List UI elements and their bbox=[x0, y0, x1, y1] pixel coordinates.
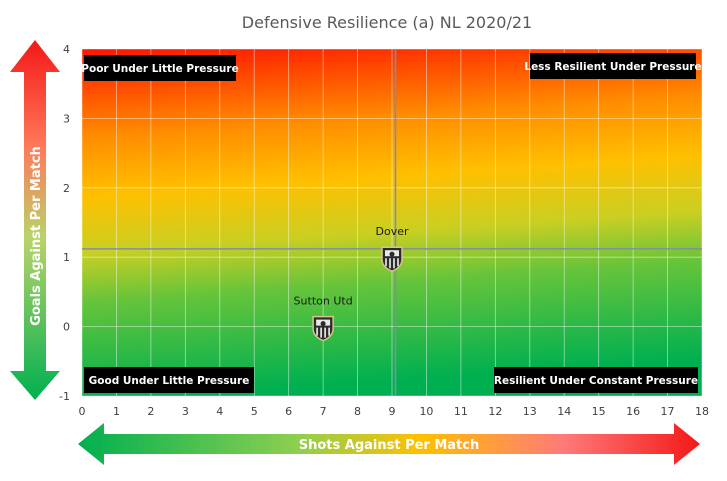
club-crest-icon bbox=[381, 246, 403, 273]
quadrant-top-right-box bbox=[530, 53, 696, 79]
x-tick-label: 11 bbox=[454, 405, 468, 418]
quadrant-top-left-box bbox=[84, 55, 236, 81]
quadrant-bottom-right: Resilient Under Constant Pressure bbox=[494, 367, 698, 393]
point-label: Dover bbox=[376, 225, 409, 238]
x-tick-label: 6 bbox=[285, 405, 292, 418]
quadrant-top-right: Less Resilient Under Pressure bbox=[524, 53, 702, 79]
x-tick-label: 4 bbox=[216, 405, 223, 418]
quadrant-top-left: Poor Under Little Pressure bbox=[81, 55, 239, 81]
x-axis-arrow: Shots Against Per Match bbox=[78, 423, 700, 465]
quadrant-labels: Poor Under Little Pressure Less Resilient… bbox=[81, 53, 702, 393]
y-tick-label: 0 bbox=[63, 321, 70, 334]
x-axis-label: Shots Against Per Match bbox=[299, 438, 480, 453]
data-point: Sutton Utd bbox=[294, 295, 353, 342]
x-tick-label: 16 bbox=[626, 405, 640, 418]
point-label: Sutton Utd bbox=[294, 295, 353, 308]
quadrant-bottom-right-box bbox=[494, 367, 698, 393]
y-tick-label: 3 bbox=[63, 112, 70, 125]
crest-stripes bbox=[385, 258, 399, 269]
x-tick-label: 10 bbox=[419, 405, 433, 418]
x-tick-label: 9 bbox=[389, 405, 396, 418]
x-tick-label: 2 bbox=[147, 405, 154, 418]
quadrant-top-left-text: Poor Under Little Pressure bbox=[81, 63, 238, 75]
x-tick-label: 18 bbox=[695, 405, 709, 418]
crest-emblem bbox=[389, 251, 395, 257]
x-tick-label: 12 bbox=[488, 405, 502, 418]
y-axis-label: Goals Against Per Match bbox=[29, 146, 44, 326]
y-tick-label: 4 bbox=[63, 43, 70, 56]
points: Dover Sutton Utd bbox=[294, 225, 409, 342]
x-tick-label: 13 bbox=[523, 405, 537, 418]
x-tick-label: 0 bbox=[79, 405, 86, 418]
x-tick-label: 8 bbox=[354, 405, 361, 418]
crest-emblem bbox=[320, 321, 326, 327]
x-tick-label: 1 bbox=[113, 405, 120, 418]
data-point: Dover bbox=[376, 225, 409, 273]
x-tick-label: 17 bbox=[661, 405, 675, 418]
y-axis-arrow: Goals Against Per Match bbox=[10, 40, 60, 400]
y-tick-label: 2 bbox=[63, 182, 70, 195]
quadrant-top-right-text: Less Resilient Under Pressure bbox=[524, 61, 701, 73]
quadrant-bottom-left: Good Under Little Pressure bbox=[84, 367, 254, 393]
x-tick-label: 7 bbox=[320, 405, 327, 418]
x-tick-label: 5 bbox=[251, 405, 258, 418]
x-tick-label: 14 bbox=[557, 405, 571, 418]
x-tick-label: 3 bbox=[182, 405, 189, 418]
chart-title: Defensive Resilience (a) NL 2020/21 bbox=[242, 13, 532, 32]
club-crest-icon bbox=[312, 315, 334, 342]
x-tick-label: 15 bbox=[592, 405, 606, 418]
quadrant-bottom-right-text: Resilient Under Constant Pressure bbox=[494, 375, 698, 387]
crest-stripes bbox=[316, 327, 330, 338]
y-tick-label: -1 bbox=[59, 390, 70, 403]
quadrant-bottom-left-box bbox=[84, 367, 254, 393]
y-tick-label: 1 bbox=[63, 251, 70, 264]
quadrant-bottom-left-text: Good Under Little Pressure bbox=[89, 375, 250, 387]
